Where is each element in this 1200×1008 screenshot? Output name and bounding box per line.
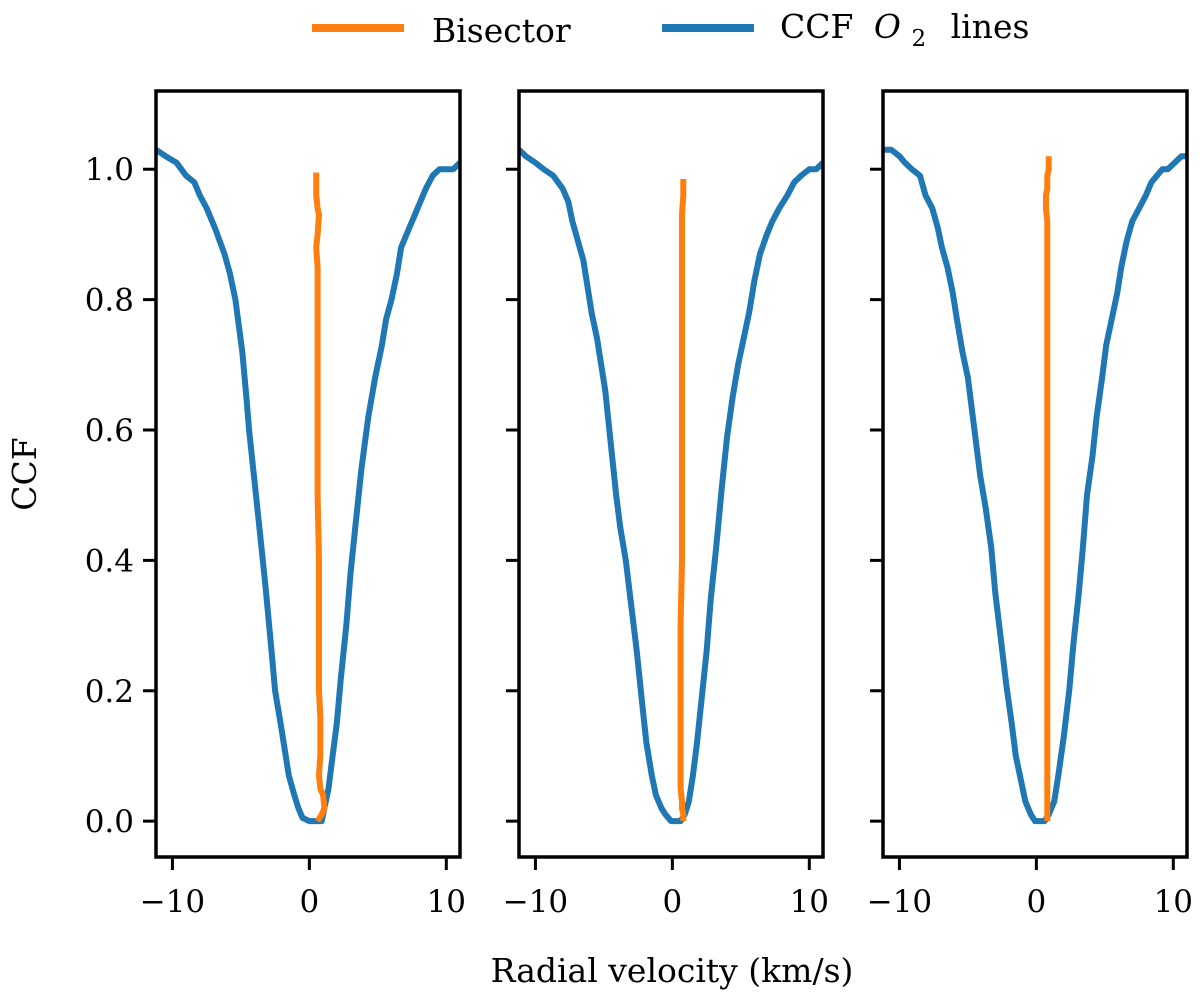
panels: 0.0 0.2 0.4 0.6 0.8 1.0 −10 0 10 −10 0 10 −10 0 10 <box>85 89 1193 920</box>
legend-label-ccf: CCF O 2 lines <box>780 7 1029 54</box>
bisector-line-panel-3 <box>1043 156 1052 822</box>
y-tick-label-0: 0.0 <box>85 804 134 840</box>
panel-3: −10 0 10 <box>867 89 1193 920</box>
x-tick-label-panel-3-0: −10 <box>867 884 932 920</box>
y-tick-label-4: 0.8 <box>85 283 134 319</box>
x-tick-label-panel-2-2: 10 <box>790 884 829 920</box>
legend-label-ccf-sub: 2 <box>911 26 926 52</box>
y-tick-label-5: 1.0 <box>85 152 134 188</box>
y-tick-label-1: 0.2 <box>85 674 134 710</box>
x-axis-label: Radial velocity (km/s) <box>491 951 854 990</box>
ccf-line-panel-2 <box>519 147 823 825</box>
x-tick-label-panel-1-2: 10 <box>427 884 466 920</box>
x-tick-label-panel-3-2: 10 <box>1154 884 1193 920</box>
panel-1: 0.0 0.2 0.4 0.6 0.8 1.0 −10 0 10 <box>85 89 466 920</box>
legend-label-ccf-var: O <box>874 7 901 46</box>
plot-frame-panel-1 <box>154 89 462 859</box>
bisector-line-panel-1 <box>313 172 328 823</box>
ccf-line-panel-3 <box>883 146 1187 825</box>
legend-label-ccf-main: CCF <box>780 7 853 46</box>
legend-label-ccf-tail: lines <box>951 7 1030 46</box>
x-tick-label-panel-2-1: 0 <box>663 884 683 920</box>
x-tick-label-panel-3-1: 0 <box>1027 884 1047 920</box>
y-axis-label: CCF <box>5 437 44 510</box>
y-tick-label-3: 0.6 <box>85 413 134 449</box>
x-tick-label-panel-2-0: −10 <box>503 884 568 920</box>
legend: Bisector CCF O 2 lines <box>312 7 1029 54</box>
panel-2: −10 0 10 <box>503 89 829 920</box>
bisector-line-panel-2 <box>677 179 687 822</box>
x-tick-label-panel-1-0: −10 <box>140 884 205 920</box>
y-tick-label-2: 0.4 <box>85 543 134 579</box>
legend-label-bisector: Bisector <box>432 11 571 50</box>
ccf-line-panel-1 <box>156 147 460 825</box>
x-tick-label-panel-1-1: 0 <box>300 884 320 920</box>
